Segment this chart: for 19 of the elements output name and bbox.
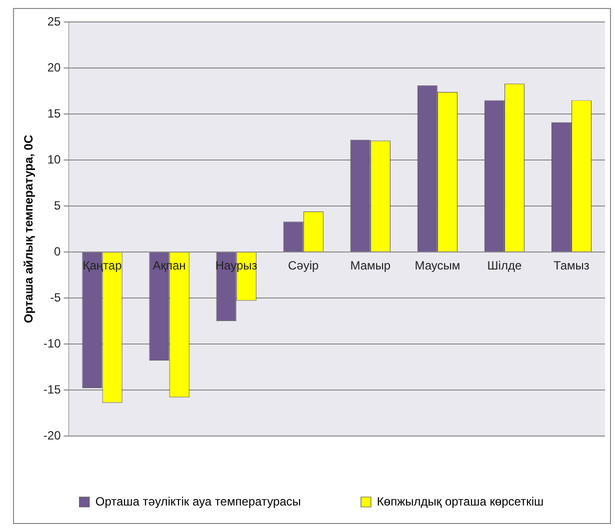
y-tick-label: 10 [47,152,62,166]
x-tick-label: Қаңтар [82,258,122,272]
legend-label: Көпжылдық орташа көрсеткіш [376,494,544,508]
y-tick-label: 25 [47,14,62,28]
x-tick-label: Сәуір [288,258,320,272]
y-tick-label: -20 [43,428,62,442]
y-tick-label: -15 [43,382,62,396]
x-tick-label: Шілде [487,258,522,272]
y-tick-label: 15 [47,106,62,120]
y-tick-label: -5 [50,290,62,304]
y-tick-label: 20 [47,60,62,74]
y-tick-label: -10 [43,336,62,350]
y-axis-title: Орташа айлық температура, 0С [22,134,36,324]
legend-label: Орташа тәуліктік ауа температурасы [95,494,301,508]
x-tick-label: Тамыз [554,258,590,272]
y-tick-label: 5 [54,198,62,212]
y-tick-label: 0 [54,244,62,258]
x-tick-label: Мамыр [350,258,391,272]
x-tick-label: Маусым [414,258,460,272]
